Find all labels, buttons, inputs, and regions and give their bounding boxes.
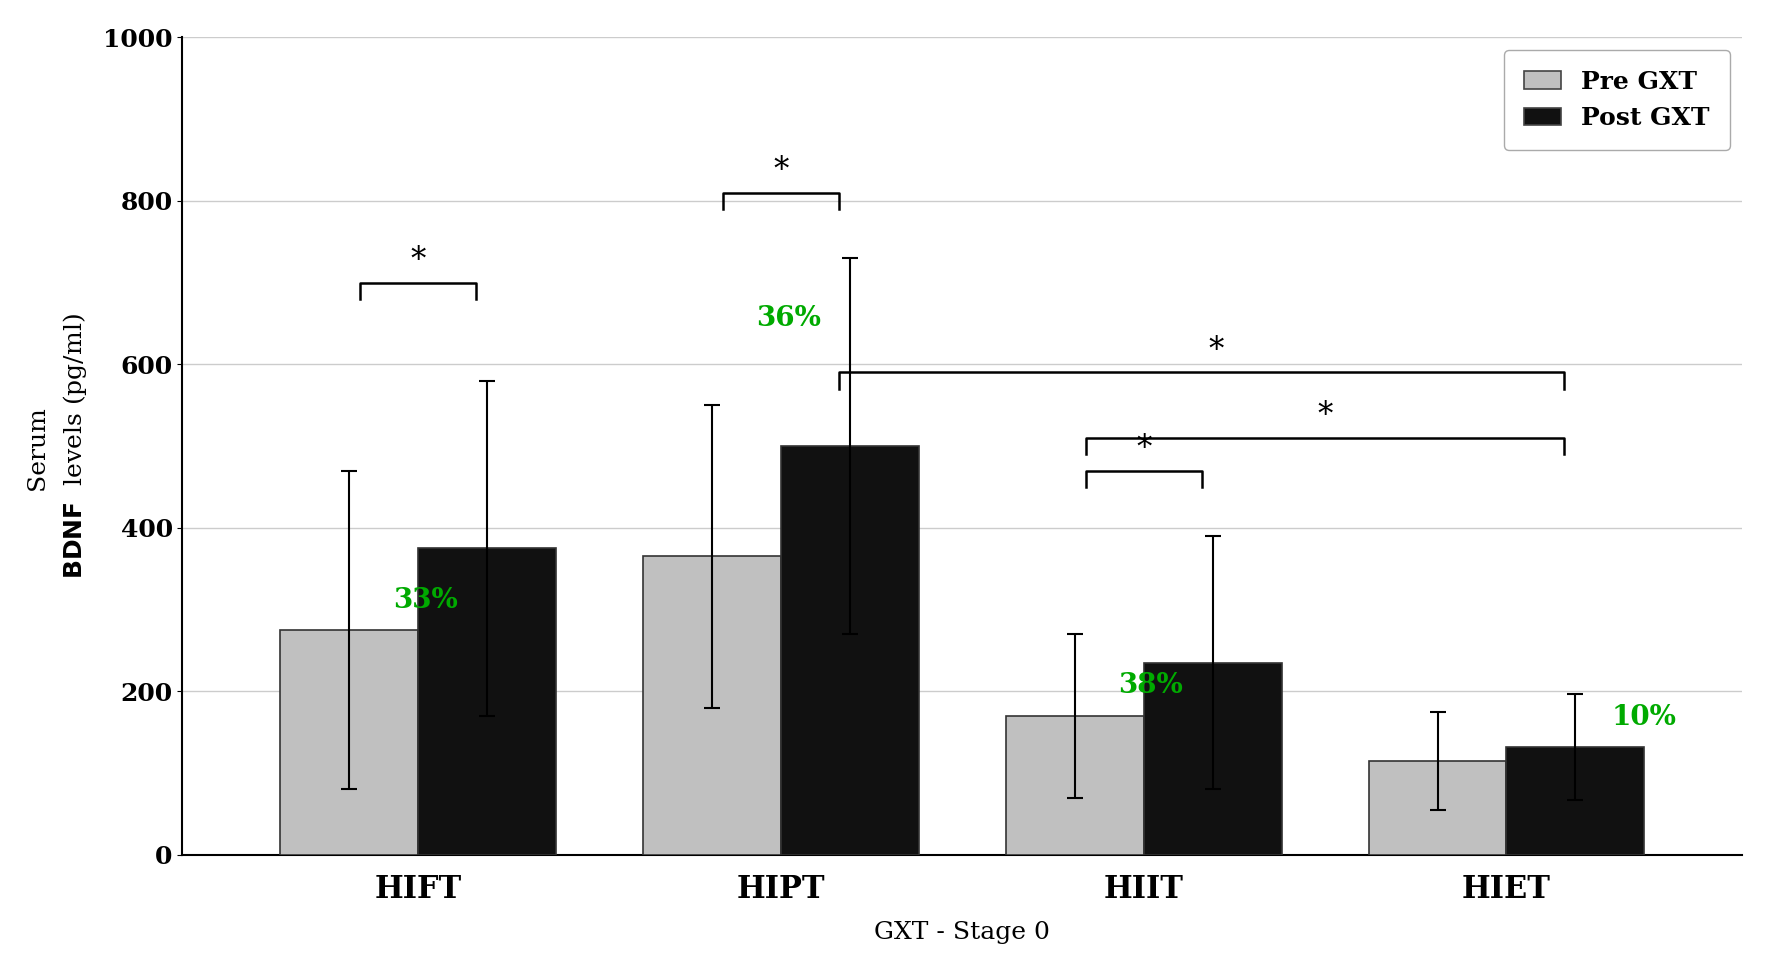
Bar (1506, 746, 1644, 854)
Bar (643, 556, 781, 854)
Bar (1005, 715, 1143, 854)
Bar (280, 630, 418, 854)
Legend: Pre GXT, Post GXT: Pre GXT, Post GXT (1504, 50, 1729, 151)
Bar (1368, 761, 1506, 854)
Text: 33%: 33% (393, 587, 458, 613)
Bar (418, 548, 556, 854)
Text: *: * (1136, 434, 1150, 464)
Text: *: * (773, 156, 789, 186)
Text: 36%: 36% (756, 304, 821, 331)
Y-axis label: Serum 
$\bf{BDNF}$  levels (pg/ml): Serum $\bf{BDNF}$ levels (pg/ml) (28, 313, 88, 579)
Text: *: * (411, 245, 427, 276)
Text: *: * (1209, 335, 1223, 365)
Text: 38%: 38% (1119, 673, 1184, 700)
Bar (781, 446, 919, 854)
Text: *: * (1317, 400, 1333, 432)
Text: 10%: 10% (1612, 704, 1676, 731)
Bar (1143, 663, 1281, 854)
X-axis label: GXT - Stage 0: GXT - Stage 0 (874, 921, 1050, 944)
